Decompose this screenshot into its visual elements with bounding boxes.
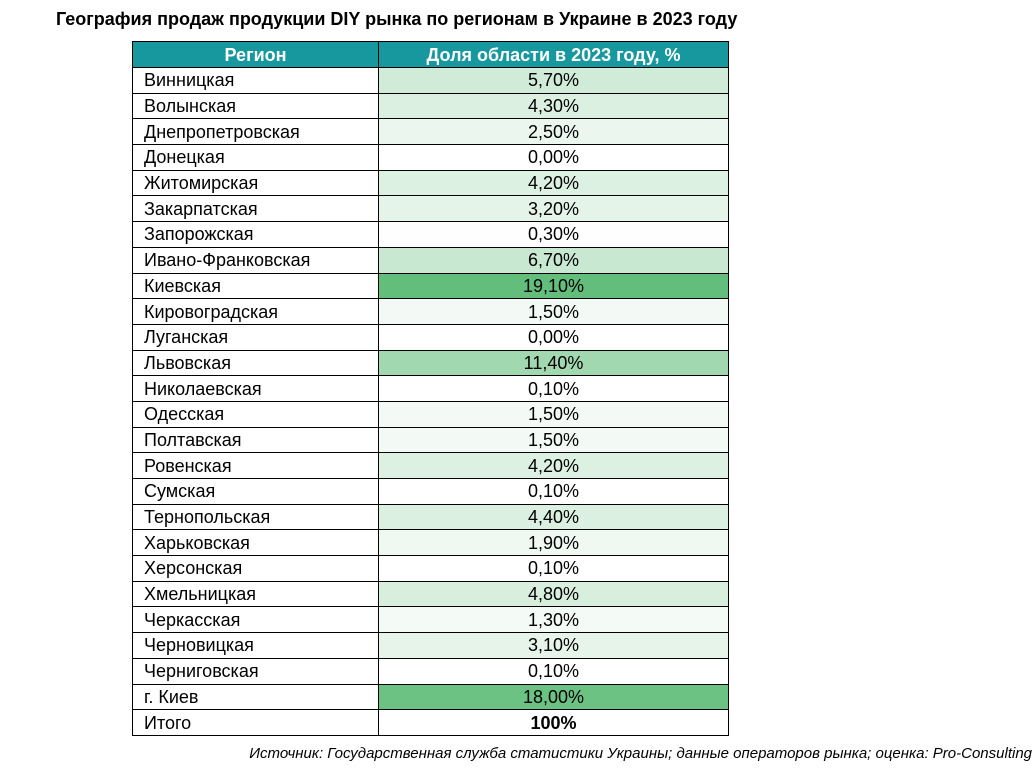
page-title: География продаж продукции DIY рынка по … (56, 9, 738, 29)
region-cell: Донецкая (132, 144, 379, 171)
share-cell: 6,70% (378, 246, 729, 274)
table-row: Львовская 11,40% (132, 349, 729, 377)
region-cell: Харьковская (132, 529, 379, 557)
source-note: Источник: Государственная служба статист… (249, 745, 1032, 762)
share-cell: 1,30% (378, 606, 729, 634)
region-cell: Запорожская (132, 221, 379, 248)
share-cell: 4,40% (378, 503, 729, 531)
table-row: Ровенская 4,20% (132, 452, 729, 479)
share-cell: 18,00% (378, 683, 729, 711)
share-cell: 0,00% (378, 323, 729, 351)
region-cell: Сумская (132, 478, 379, 505)
table-row: Винницкая 5,70% (132, 67, 729, 94)
share-cell: 1,50% (378, 298, 729, 325)
share-cell: 0,10% (378, 555, 729, 582)
region-cell: Винницкая (132, 67, 379, 94)
share-cell: 3,20% (378, 195, 729, 223)
share-cell: 4,30% (378, 92, 729, 120)
table-row: Закарпатская 3,20% (132, 195, 729, 223)
table-row: Луганская 0,00% (132, 323, 729, 351)
table-row: Житомирская 4,20% (132, 169, 729, 197)
table-row: Харьковская 1,90% (132, 529, 729, 557)
table-row: Черновицкая 3,10% (132, 632, 729, 659)
region-cell: Полтавская (132, 426, 379, 454)
share-cell: 0,10% (378, 375, 729, 402)
region-cell: Волынская (132, 92, 379, 120)
table-row: Николаевская 0,10% (132, 375, 729, 402)
region-cell: Черновицкая (132, 632, 379, 659)
share-cell: 4,20% (378, 169, 729, 197)
region-cell: Черниговская (132, 657, 379, 685)
share-cell: 11,40% (378, 349, 729, 377)
total-label: Итого (132, 709, 379, 736)
regional-share-table: Регион Доля области в 2023 году, % Винни… (132, 41, 729, 736)
table-body: Винницкая 5,70% Волынская 4,30% Днепропетров… (132, 67, 729, 736)
table-row: Одесская 1,50% (132, 400, 729, 428)
table-row: Черкасская 1,30% (132, 606, 729, 634)
region-cell: Херсонская (132, 555, 379, 582)
region-cell: Киевская (132, 272, 379, 300)
region-cell: Ровенская (132, 452, 379, 479)
region-cell: Ивано-Франковская (132, 246, 379, 274)
column-header-region: Регион (132, 41, 379, 68)
share-cell: 4,20% (378, 452, 729, 479)
table-row: Хмельницкая 4,80% (132, 580, 729, 608)
region-cell: Николаевская (132, 375, 379, 402)
column-header-share: Доля области в 2023 году, % (378, 41, 729, 68)
table-row: Ивано-Франковская 6,70% (132, 246, 729, 274)
region-cell: Кировоградская (132, 298, 379, 325)
region-cell: г. Киев (132, 683, 379, 711)
region-cell: Житомирская (132, 169, 379, 197)
table-row: Запорожская 0,30% (132, 221, 729, 248)
table-row: Донецкая 0,00% (132, 144, 729, 171)
table-row: Волынская 4,30% (132, 92, 729, 120)
table-row: г. Киев 18,00% (132, 683, 729, 711)
share-cell: 3,10% (378, 632, 729, 659)
share-cell: 0,10% (378, 478, 729, 505)
table-row: Полтавская 1,50% (132, 426, 729, 454)
region-cell: Тернопольская (132, 503, 379, 531)
region-cell: Днепропетровская (132, 118, 379, 146)
share-cell: 2,50% (378, 118, 729, 146)
region-cell: Одесская (132, 400, 379, 428)
total-value: 100% (378, 709, 729, 736)
share-cell: 1,50% (378, 426, 729, 454)
region-cell: Закарпатская (132, 195, 379, 223)
share-cell: 5,70% (378, 67, 729, 94)
share-cell: 0,30% (378, 221, 729, 248)
table-row: Херсонская 0,10% (132, 555, 729, 582)
share-cell: 0,10% (378, 657, 729, 685)
share-cell: 1,90% (378, 529, 729, 557)
share-cell: 1,50% (378, 400, 729, 428)
share-cell: 4,80% (378, 580, 729, 608)
region-cell: Львовская (132, 349, 379, 377)
region-cell: Хмельницкая (132, 580, 379, 608)
total-row: Итого 100% (132, 709, 729, 736)
share-cell: 19,10% (378, 272, 729, 300)
table-row: Сумская 0,10% (132, 478, 729, 505)
table-row: Кировоградская 1,50% (132, 298, 729, 325)
table-row: Черниговская 0,10% (132, 657, 729, 685)
table-row: Тернопольская 4,40% (132, 503, 729, 531)
share-cell: 0,00% (378, 144, 729, 171)
region-cell: Черкасская (132, 606, 379, 634)
table-row: Днепропетровская 2,50% (132, 118, 729, 146)
table-row: Киевская 19,10% (132, 272, 729, 300)
table-header-row: Регион Доля области в 2023 году, % (132, 41, 729, 68)
region-cell: Луганская (132, 323, 379, 351)
